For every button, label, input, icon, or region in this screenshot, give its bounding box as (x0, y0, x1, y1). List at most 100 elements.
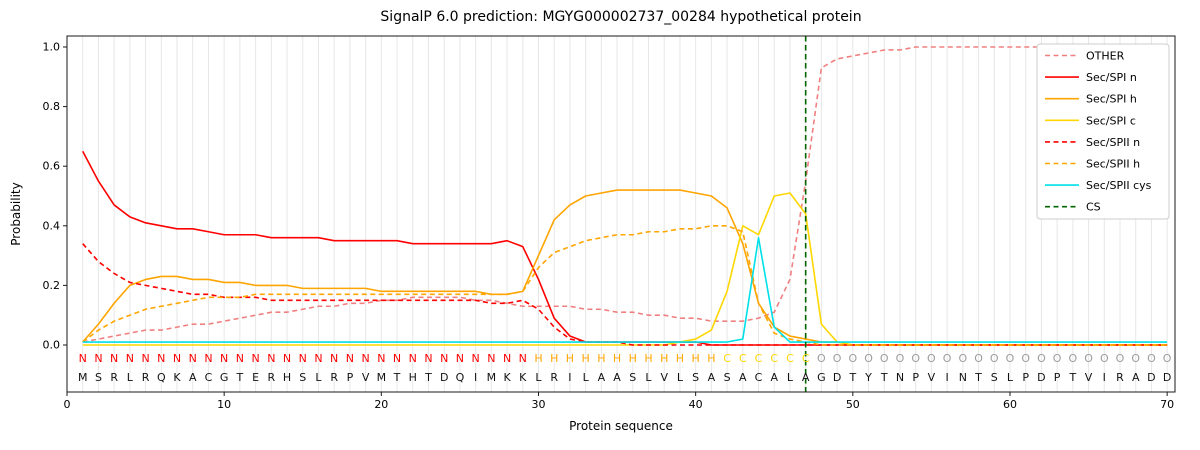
sequence-letter: A (598, 371, 606, 384)
region-letter: N (251, 352, 259, 365)
region-letter: C (786, 352, 794, 365)
region-letter: O (911, 352, 920, 365)
x-tick-label: 0 (64, 398, 71, 411)
region-letter: N (393, 352, 401, 365)
sequence-letter: G (817, 371, 826, 384)
region-letter: N (220, 352, 228, 365)
sequence-letter: K (519, 371, 527, 384)
region-letter: N (189, 352, 197, 365)
region-letter: O (1084, 352, 1093, 365)
grid-lines (82, 36, 1168, 392)
sequence-letter: R (142, 371, 150, 384)
region-letter: C (723, 352, 731, 365)
region-letter: O (1116, 352, 1125, 365)
region-letter: H (707, 352, 715, 365)
region-letter: N (330, 352, 338, 365)
sequence-letter: G (220, 371, 229, 384)
legend-item-sec-spi-c: Sec/SPI c (1045, 114, 1136, 127)
region-letter: C (755, 352, 763, 365)
legend-label: Sec/SPI h (1086, 93, 1137, 106)
region-letter: O (1100, 352, 1109, 365)
sequence-letter: H (283, 371, 291, 384)
region-letter: N (79, 352, 87, 365)
region-letter: N (361, 352, 369, 365)
region-letter: O (1131, 352, 1140, 365)
sequence-letter: D (1163, 371, 1171, 384)
x-tick-label: 60 (1003, 398, 1017, 411)
sequence-letter: N (896, 371, 904, 384)
region-letter: N (94, 352, 102, 365)
y-axis-label: Probability (9, 182, 23, 246)
sequence-letter: S (724, 371, 731, 384)
region-letter: N (236, 352, 244, 365)
y-tick-label: 0.2 (43, 279, 61, 292)
sequence-letter: L (645, 371, 652, 384)
sequence-letter: V (660, 371, 668, 384)
x-tick-label: 50 (846, 398, 860, 411)
region-letter: H (550, 352, 558, 365)
x-tick-label: 40 (689, 398, 703, 411)
sequence-letter: Q (456, 371, 465, 384)
legend-item-other: OTHER (1045, 50, 1125, 63)
sequence-letter: C (205, 371, 213, 384)
sequence-letter: A (708, 371, 716, 384)
region-letter: O (864, 352, 873, 365)
sequence-letter: T (848, 371, 856, 384)
sequence-letter: R (110, 371, 118, 384)
sequence-letter: D (833, 371, 841, 384)
sequence-letter: V (928, 371, 936, 384)
sequence-letter: E (252, 371, 259, 384)
axes: 0 10 20 30 40 50 60 70 0.0 0.2 0.4 0.6 0.8 1.0 (43, 35, 1176, 411)
region-letter: C (739, 352, 747, 365)
region-letter: O (990, 352, 999, 365)
sequence-letter: V (1085, 371, 1093, 384)
y-tick-label: 1.0 (43, 41, 61, 54)
y-tick-label: 0.0 (43, 339, 61, 352)
legend-label: Sec/SPI c (1086, 114, 1136, 127)
sequence-letter: P (912, 371, 919, 384)
series-sec-spi-c (82, 192, 1168, 346)
y-tick-label: 0.4 (43, 219, 61, 232)
series-lines (82, 46, 1168, 346)
sequence-letter: T (236, 371, 244, 384)
sequence-letter: C (755, 371, 763, 384)
sequence-letter: D (440, 371, 448, 384)
x-tick-label: 10 (217, 398, 231, 411)
sequence-letter: S (299, 371, 306, 384)
region-letter: N (377, 352, 385, 365)
sequence-letter: R (267, 371, 275, 384)
sequence-letter: R (330, 371, 338, 384)
region-letter: O (1147, 352, 1156, 365)
sequence-letter: Q (157, 371, 166, 384)
sequence-letter: L (127, 371, 134, 384)
x-tick-label: 20 (374, 398, 388, 411)
sequence-letter: M (377, 371, 387, 384)
sequence-letter: A (739, 371, 747, 384)
region-letter: N (283, 352, 291, 365)
sequence-letter: T (1068, 371, 1076, 384)
region-letter: O (1006, 352, 1015, 365)
region-letter: H (644, 352, 652, 365)
series-other (82, 46, 1168, 343)
region-letter: N (487, 352, 495, 365)
sequence-letter: I (945, 371, 948, 384)
sequence-letter: L (535, 371, 542, 384)
legend-item-sec-spii-cys: Sec/SPII cys (1045, 179, 1152, 192)
region-letter: N (519, 352, 527, 365)
region-letter: N (173, 352, 181, 365)
region-letter: C (770, 352, 778, 365)
sequence-letter: L (1007, 371, 1014, 384)
sequence-letter: S (991, 371, 998, 384)
legend-item-sec-spi-h: Sec/SPI h (1045, 93, 1137, 106)
legend-item-sec-spii-n: Sec/SPII n (1045, 136, 1140, 149)
sequence-letter: A (802, 371, 810, 384)
region-letter: O (817, 352, 826, 365)
region-letter: O (1053, 352, 1062, 365)
sequence-letter: V (362, 371, 370, 384)
sequence-letter: P (347, 371, 354, 384)
legend-item-sec-spi-n: Sec/SPI n (1045, 71, 1137, 84)
region-letter: O (880, 352, 889, 365)
legend-item-sec-spii-h: Sec/SPII h (1045, 158, 1140, 171)
